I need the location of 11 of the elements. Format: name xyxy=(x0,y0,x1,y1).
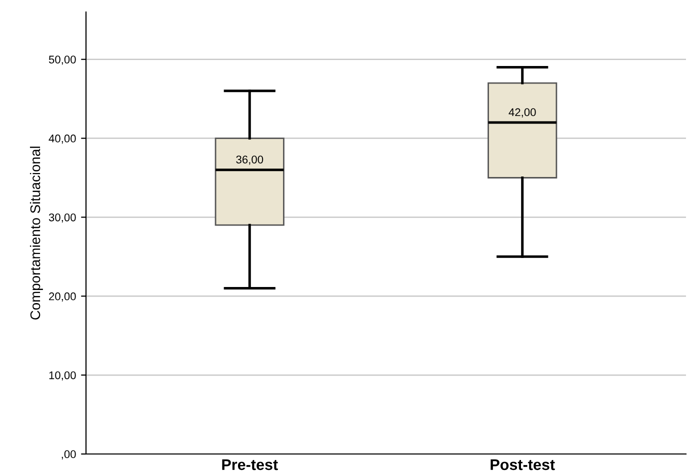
x-tick-label: Post-test xyxy=(490,459,555,470)
y-tick-label: 30,00 xyxy=(48,213,76,223)
y-axis-title: Comportamiento Situacional xyxy=(30,146,43,320)
annotation: 36,00 xyxy=(236,156,264,165)
y-tick-label: 10,00 xyxy=(49,371,76,381)
y-tick-label: 50,00 xyxy=(48,56,76,65)
y-tick-label: ,00 xyxy=(62,450,76,460)
x-tick-label: Pre-test xyxy=(222,459,278,470)
annotation: 42,00 xyxy=(508,108,536,118)
y-tick-label: 20,00 xyxy=(49,292,76,302)
y-tick-label: 40,00 xyxy=(48,134,76,144)
